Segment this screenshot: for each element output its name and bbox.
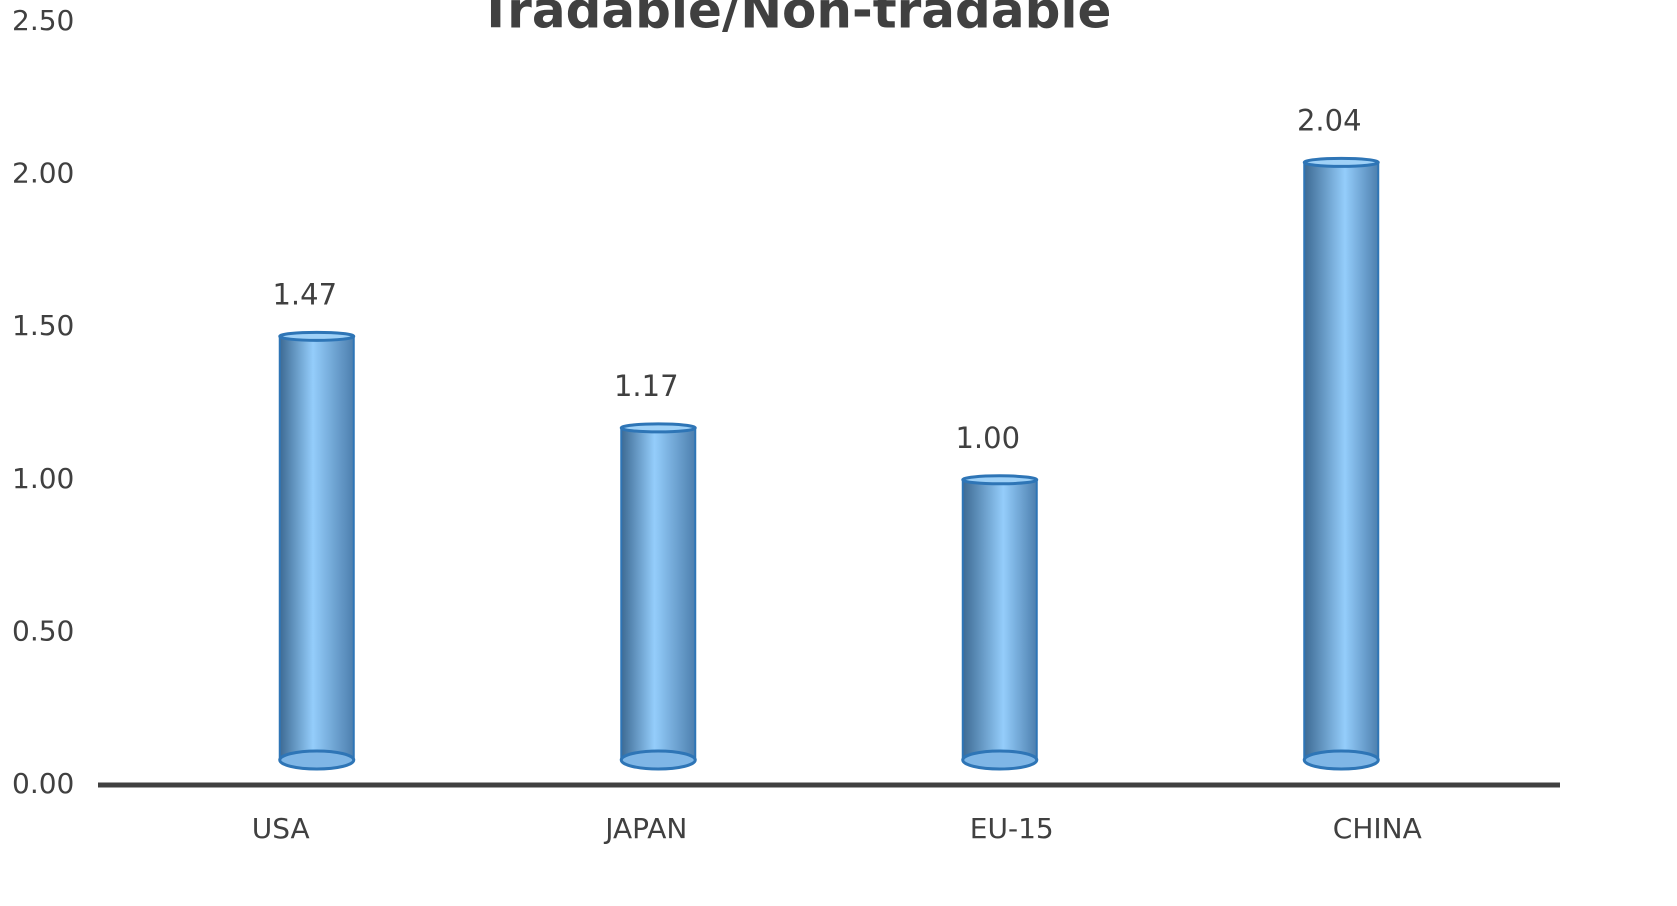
chart-title: Tradable/Non-tradable [479,0,1112,40]
x-tick-label: USA [252,812,310,845]
bar [278,335,355,761]
y-tick-label: 1.50 [12,309,74,342]
y-tick-label: 0.00 [12,767,74,800]
bar [620,426,697,761]
value-label: 1.47 [272,277,337,311]
y-tick-label: 1.00 [12,462,74,495]
bar-cap [278,330,356,342]
bar-base [278,749,356,771]
value-label: 1.00 [955,421,1020,455]
bar-base [961,749,1039,771]
bar-cap [1302,156,1380,168]
y-tick-label: 2.00 [12,157,74,190]
bar-cap [961,474,1039,486]
bar-cap [619,422,697,434]
bar-base [1302,749,1380,771]
y-tick-label: 2.50 [12,4,74,37]
x-tick-label: CHINA [1333,812,1422,845]
value-label: 1.17 [614,369,679,403]
x-tick-label: JAPAN [603,812,687,845]
value-label: 2.04 [1297,103,1362,137]
x-tick-label: EU-15 [970,812,1054,845]
bar-base [619,749,697,771]
y-tick-label: 0.50 [12,614,74,647]
bar [961,478,1038,761]
bar [1303,161,1380,761]
